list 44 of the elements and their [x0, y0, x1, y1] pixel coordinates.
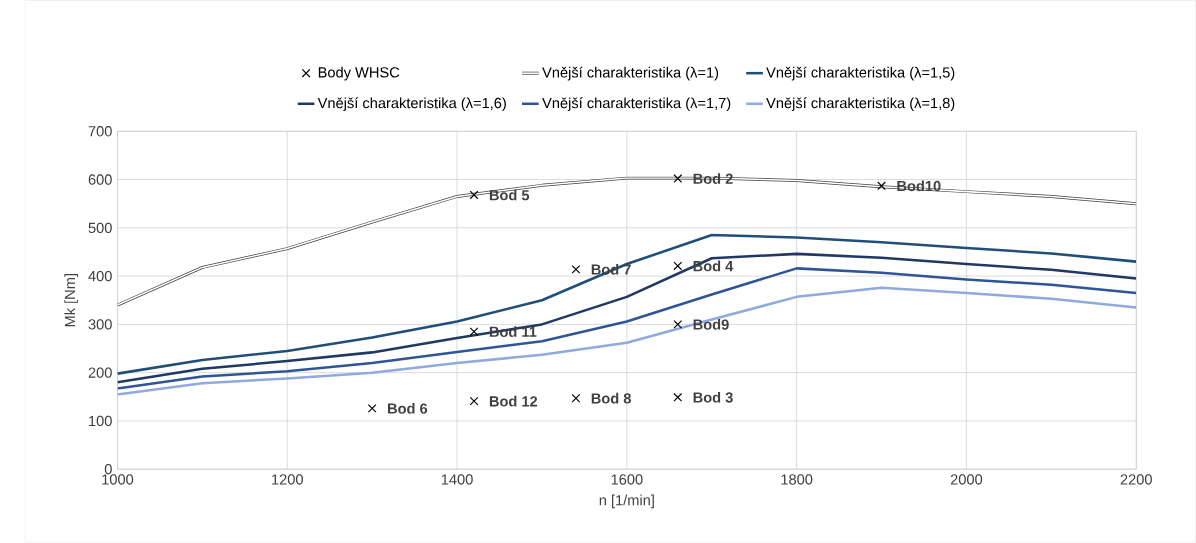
y-tick-label: 500 [88, 222, 112, 234]
point [571, 394, 581, 403]
y-axis-title: Mk [Nm] [64, 274, 79, 327]
legend-label: Vnější charakteristika (λ=1,8) [766, 97, 955, 112]
x-axis-title: n [1/min] [599, 494, 654, 509]
annotation: Bod 3 [693, 392, 733, 403]
y-tick-label: 200 [88, 367, 112, 378]
y-tick-label: 0 [104, 464, 112, 475]
point [571, 265, 581, 274]
annotation: Bod 6 [388, 403, 428, 414]
point [673, 320, 683, 329]
x-tick-label: 2000 [950, 474, 983, 485]
x-tick-label: 1000 [102, 474, 134, 485]
line-series [117, 252, 1137, 384]
annotation: Bod 12 [489, 395, 538, 407]
legend-label: Vnější charakteristika (λ=1,6) [317, 97, 506, 112]
annotation: Bod 8 [591, 393, 631, 404]
point [673, 261, 683, 271]
point [469, 190, 479, 200]
y-tick-label: 400 [88, 271, 112, 282]
legend-label: Vnější charakteristika (λ=1,7) [542, 97, 731, 112]
y-tick-label: 100 [89, 415, 112, 427]
point [877, 181, 886, 191]
legend-label: Vnější charakteristika (λ=1,5) [766, 66, 955, 81]
annotation: Bod9 [693, 319, 729, 330]
legend-label: Vnější charakteristika (λ=1) [542, 66, 719, 81]
annotation: Bod10 [897, 180, 941, 192]
x-tick-label: 1600 [611, 474, 643, 485]
point [673, 174, 683, 184]
point [367, 404, 377, 413]
point [673, 393, 683, 402]
legend-label: Body WHSC [318, 66, 400, 81]
point [469, 396, 479, 406]
x-tick-label: 2200 [1120, 474, 1152, 485]
x-tick-label: 1400 [441, 474, 473, 485]
x-tick-label: 1200 [272, 474, 303, 485]
line-series [117, 233, 1137, 376]
y-tick-label: 700 [88, 126, 112, 137]
point [469, 327, 479, 337]
x-tick-label: 1800 [781, 474, 813, 485]
annotation: Bod 5 [489, 189, 530, 201]
y-tick-label: 300 [88, 319, 112, 330]
annotation: Bod 4 [693, 260, 734, 272]
y-tick-label: 600 [88, 174, 112, 185]
